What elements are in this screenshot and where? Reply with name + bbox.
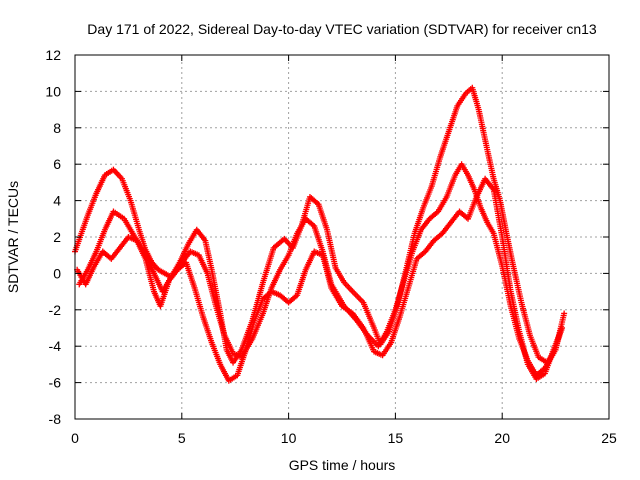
x-tick-label: 0: [71, 430, 79, 446]
y-tick-label: -4: [49, 338, 62, 354]
y-tick-label: -2: [49, 302, 62, 318]
x-tick-label: 15: [388, 430, 404, 446]
y-tick-label: 2: [53, 229, 61, 245]
y-tick-label: 0: [53, 265, 61, 281]
y-tick-label: 6: [53, 156, 61, 172]
x-tick-label: 20: [494, 430, 510, 446]
x-axis-ticks: 0 5 10 15 20 25: [71, 55, 617, 446]
y-tick-label: -8: [49, 411, 62, 427]
y-tick-label: 10: [45, 83, 61, 99]
data-points: [72, 84, 568, 384]
y-tick-label: 12: [45, 47, 61, 63]
data-point: [561, 310, 568, 317]
x-tick-label: 25: [601, 430, 617, 446]
x-axis-label: GPS time / hours: [289, 457, 396, 473]
y-axis-label: SDTVAR / TECUs: [5, 181, 21, 293]
data-point: [559, 325, 566, 331]
chart-title: Day 171 of 2022, Sidereal Day-to-day VTE…: [87, 21, 597, 37]
y-tick-label: 8: [53, 120, 61, 136]
y-axis-ticks: -8 -6 -4 -2 0 2 4 6 8 10 12: [45, 47, 609, 427]
x-tick-label: 10: [281, 430, 297, 446]
x-tick-label: 5: [178, 430, 186, 446]
y-tick-label: 4: [53, 193, 61, 209]
y-tick-label: -6: [49, 375, 62, 391]
